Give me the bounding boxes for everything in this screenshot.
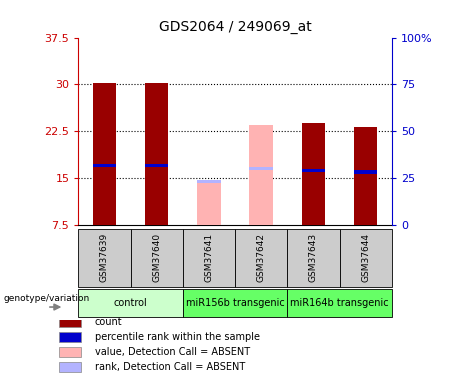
Text: GSM37641: GSM37641 <box>205 233 213 282</box>
Bar <box>197 181 221 225</box>
Bar <box>78 289 183 317</box>
Text: count: count <box>95 317 123 327</box>
Text: GSM37643: GSM37643 <box>309 233 318 282</box>
Bar <box>145 164 169 167</box>
Bar <box>59 332 81 342</box>
Text: miR156b transgenic: miR156b transgenic <box>186 298 284 308</box>
Text: GSM37642: GSM37642 <box>257 233 266 282</box>
Bar <box>145 83 169 225</box>
Bar <box>249 125 273 225</box>
Bar <box>287 229 340 287</box>
Bar <box>354 127 378 225</box>
Bar <box>249 167 273 171</box>
Text: control: control <box>114 298 148 308</box>
Bar <box>340 229 392 287</box>
Bar <box>183 229 235 287</box>
Bar <box>93 83 116 225</box>
Text: rank, Detection Call = ABSENT: rank, Detection Call = ABSENT <box>95 362 245 372</box>
Bar <box>301 123 325 225</box>
Title: GDS2064 / 249069_at: GDS2064 / 249069_at <box>159 20 312 34</box>
Bar <box>301 169 325 172</box>
Bar <box>59 317 81 327</box>
Text: GSM37639: GSM37639 <box>100 233 109 282</box>
Text: GSM37640: GSM37640 <box>152 233 161 282</box>
Bar <box>59 347 81 357</box>
Text: genotype/variation: genotype/variation <box>3 294 89 303</box>
Bar <box>287 289 392 317</box>
Text: value, Detection Call = ABSENT: value, Detection Call = ABSENT <box>95 347 250 357</box>
Text: percentile rank within the sample: percentile rank within the sample <box>95 332 260 342</box>
Bar <box>130 229 183 287</box>
Bar <box>354 170 378 174</box>
Bar <box>59 362 81 372</box>
Text: miR164b transgenic: miR164b transgenic <box>290 298 389 308</box>
Bar <box>78 229 130 287</box>
Bar <box>183 289 287 317</box>
Text: GSM37644: GSM37644 <box>361 233 370 282</box>
Bar <box>197 180 221 183</box>
Bar <box>235 229 287 287</box>
Bar <box>93 164 116 167</box>
